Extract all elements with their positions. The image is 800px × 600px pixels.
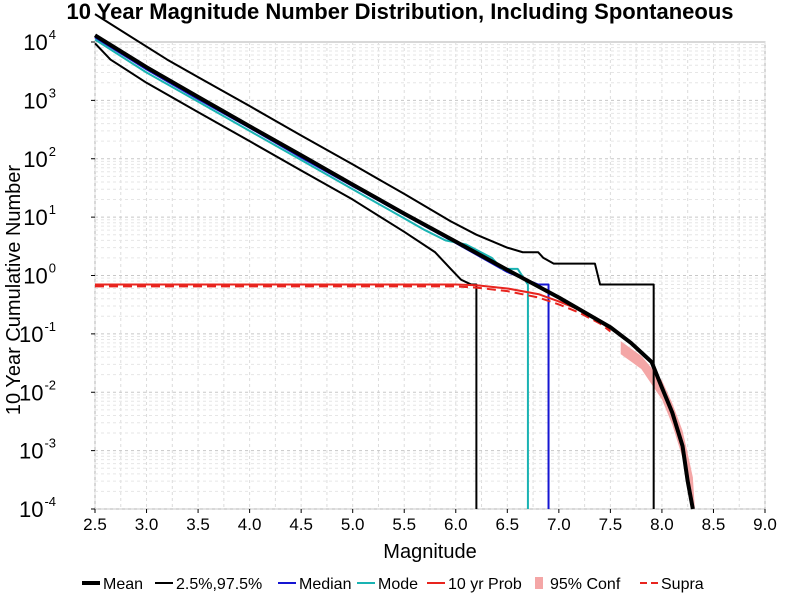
series-mode-line: [94, 38, 529, 509]
x-tick-label: 8.0: [650, 515, 674, 534]
legend-label-mode: Mode: [378, 576, 418, 593]
y-tick-label: 104: [23, 27, 56, 55]
y-axis-label: 10 Year Cumulative Number: [3, 165, 25, 415]
x-tick-label: 9.0: [753, 515, 777, 534]
x-axis-label: Magnitude: [383, 541, 476, 563]
y-tick-label: 101: [23, 202, 56, 230]
y-tick-label: 10-4: [19, 494, 56, 522]
y-tick-label: 10-2: [19, 377, 56, 405]
y-tick-label: 10-3: [19, 436, 56, 464]
series-2-5-97-5-upper-line: [94, 13, 655, 509]
legend-label-supra: Supra: [661, 576, 704, 593]
legend-label-median: Median: [299, 576, 351, 593]
y-tick-label: 103: [23, 85, 56, 113]
series-95-conf-band: [620, 341, 695, 509]
x-tick-label: 7.0: [547, 515, 571, 534]
legend-label-2-5-97-5: 2.5%,97.5%: [176, 576, 262, 593]
legend-label-mean: Mean: [103, 576, 143, 593]
y-tick-label: 10-1: [19, 319, 56, 347]
x-tick-label: 4.0: [238, 515, 262, 534]
legend-label-95-conf: 95% Conf: [550, 576, 621, 593]
x-tick-label: 2.5: [83, 515, 107, 534]
x-tick-label: 4.5: [289, 515, 313, 534]
x-tick-label: 5.5: [392, 515, 416, 534]
chart-title: 10 Year Magnitude Number Distribution, I…: [67, 0, 734, 24]
y-tick-label: 102: [23, 144, 56, 172]
series-layer: [93, 13, 695, 510]
series-2-5-97-5-line: [94, 42, 478, 509]
x-tick-label: 6.5: [495, 515, 519, 534]
legend-marker-95-conf: [535, 577, 543, 589]
y-tick-label: 100: [23, 261, 56, 289]
x-tick-label: 7.5: [599, 515, 623, 534]
x-tick-label: 3.0: [135, 515, 159, 534]
x-tick-label: 6.0: [444, 515, 468, 534]
x-axis-ticks: 2.5 3.0 3.5 4.0 4.5 5.0 5.5 6.0 6.5 7.0 7.5 8.0 8.5 9…: [83, 509, 777, 534]
x-tick-label: 3.5: [186, 515, 210, 534]
x-tick-label: 5.0: [341, 515, 365, 534]
series-mean-line: [93, 33, 695, 510]
x-tick-label: 8.5: [702, 515, 726, 534]
legend: Mean 2.5%,97.5% Median Mode 10 yr Prob 95% Co…: [82, 576, 704, 593]
legend-label-10-yr-prob: 10 yr Prob: [448, 576, 522, 593]
y-axis-ticks: 104 103 102 101 100 10-1 10-2 10-3 10-4: [19, 27, 95, 522]
series-supra-line: [95, 285, 611, 333]
